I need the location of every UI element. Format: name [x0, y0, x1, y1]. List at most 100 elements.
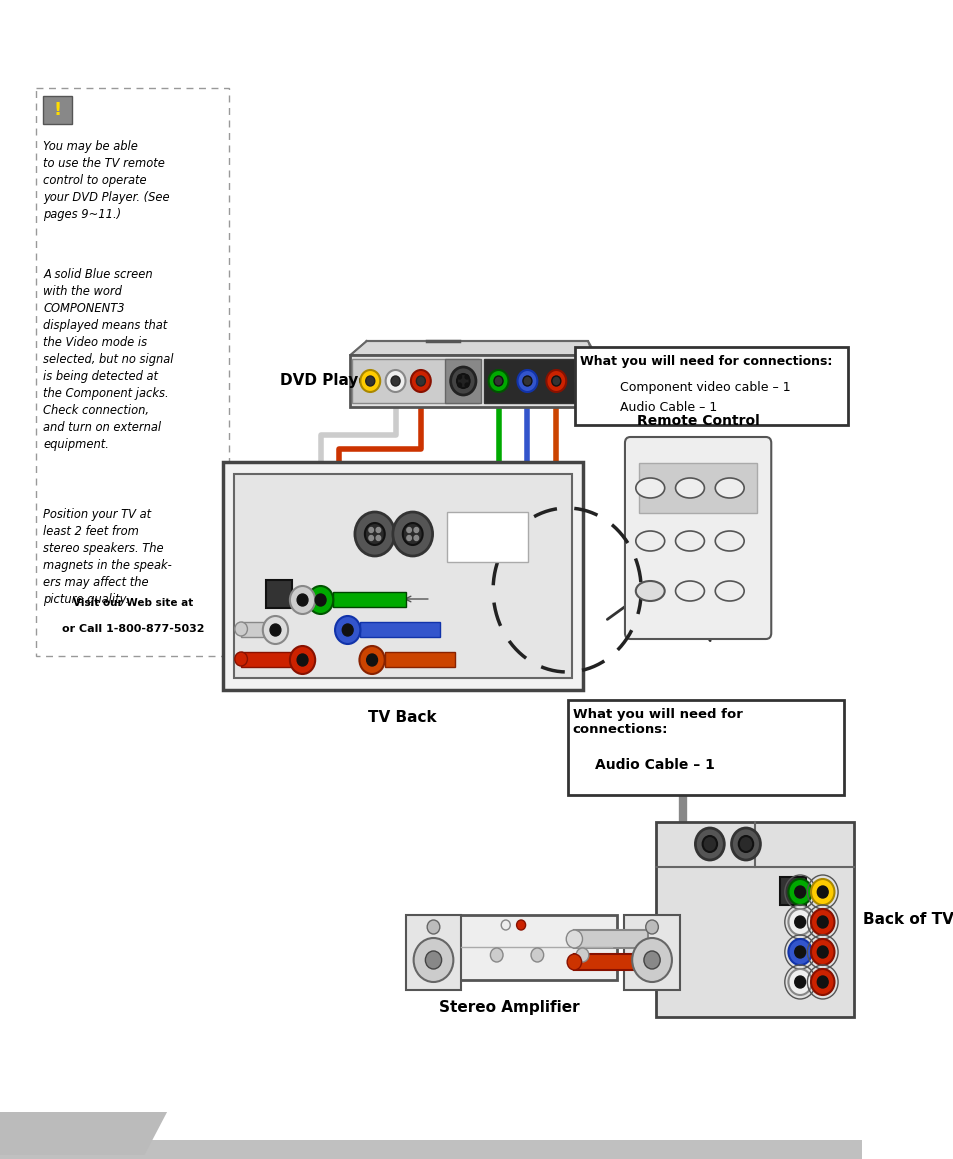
Circle shape — [787, 969, 811, 994]
Bar — [333, 592, 405, 607]
Text: DVD Player: DVD Player — [279, 373, 375, 388]
Circle shape — [632, 938, 671, 982]
Circle shape — [425, 952, 441, 969]
Circle shape — [385, 370, 405, 392]
Circle shape — [375, 535, 380, 540]
Circle shape — [406, 535, 411, 540]
Bar — [639, 462, 756, 513]
Circle shape — [314, 595, 326, 606]
Bar — [623, 914, 679, 990]
Circle shape — [427, 920, 439, 934]
Ellipse shape — [635, 581, 664, 602]
Ellipse shape — [715, 581, 743, 602]
Bar — [574, 930, 648, 948]
Circle shape — [365, 376, 375, 386]
Circle shape — [450, 367, 476, 395]
Circle shape — [369, 535, 373, 540]
Circle shape — [414, 938, 453, 982]
Circle shape — [335, 615, 360, 644]
Text: or Call 1-800-877-5032: or Call 1-800-877-5032 — [61, 624, 204, 634]
Circle shape — [359, 646, 384, 675]
Bar — [43, 96, 72, 124]
Ellipse shape — [635, 531, 664, 551]
Circle shape — [546, 370, 566, 392]
Bar — [241, 622, 275, 637]
Bar — [575, 347, 847, 425]
Circle shape — [234, 653, 247, 666]
Circle shape — [465, 376, 468, 379]
Circle shape — [731, 828, 760, 860]
Circle shape — [262, 615, 288, 644]
Ellipse shape — [715, 531, 743, 551]
Text: A solid Blue screen
with the word
COMPONENT3
displayed means that
the Video mode: A solid Blue screen with the word COMPON… — [43, 268, 173, 451]
Bar — [574, 954, 648, 970]
Circle shape — [787, 939, 811, 965]
Circle shape — [817, 885, 827, 898]
Circle shape — [296, 595, 308, 606]
Text: Component video cable – 1: Component video cable – 1 — [619, 381, 790, 394]
Bar — [266, 580, 292, 608]
Circle shape — [391, 376, 399, 386]
Bar — [405, 914, 461, 990]
Circle shape — [290, 586, 314, 614]
Bar — [780, 877, 804, 905]
Circle shape — [270, 624, 280, 636]
Circle shape — [369, 527, 373, 532]
Ellipse shape — [635, 478, 664, 498]
Circle shape — [456, 374, 469, 388]
Circle shape — [643, 952, 659, 969]
Circle shape — [575, 376, 583, 386]
Ellipse shape — [675, 581, 703, 602]
Circle shape — [516, 920, 525, 930]
Circle shape — [308, 586, 333, 614]
Circle shape — [567, 954, 581, 970]
Circle shape — [551, 376, 560, 386]
Circle shape — [488, 370, 508, 392]
Text: !: ! — [53, 101, 62, 119]
Circle shape — [817, 976, 827, 987]
Bar — [483, 359, 584, 403]
Circle shape — [296, 654, 308, 666]
Bar — [360, 622, 439, 637]
Text: Remote Control: Remote Control — [636, 414, 759, 428]
Circle shape — [411, 370, 431, 392]
Circle shape — [787, 879, 811, 905]
Circle shape — [566, 930, 582, 948]
Bar — [384, 653, 455, 666]
Bar — [241, 653, 301, 666]
Circle shape — [290, 646, 314, 675]
Bar — [445, 359, 481, 403]
Bar — [0, 1140, 861, 1159]
Circle shape — [416, 376, 425, 386]
Circle shape — [366, 654, 377, 666]
Circle shape — [810, 909, 834, 935]
Circle shape — [494, 376, 502, 386]
Circle shape — [787, 909, 811, 935]
Circle shape — [342, 624, 353, 636]
Circle shape — [810, 939, 834, 965]
Circle shape — [414, 527, 418, 532]
Bar — [223, 462, 582, 690]
Circle shape — [500, 920, 510, 930]
Circle shape — [355, 512, 395, 556]
Bar — [352, 359, 478, 403]
Circle shape — [457, 376, 461, 379]
Ellipse shape — [715, 478, 743, 498]
Circle shape — [406, 527, 411, 532]
Circle shape — [522, 376, 532, 386]
Text: You may be able
to use the TV remote
control to operate
your DVD Player. (See
pa: You may be able to use the TV remote con… — [43, 140, 170, 221]
Circle shape — [645, 920, 658, 934]
Ellipse shape — [675, 478, 703, 498]
Text: Audio Cable – 1: Audio Cable – 1 — [619, 401, 717, 414]
Circle shape — [465, 382, 468, 387]
Text: Audio Cable – 1: Audio Cable – 1 — [595, 758, 715, 772]
Circle shape — [457, 382, 461, 387]
Polygon shape — [0, 1111, 167, 1156]
Circle shape — [364, 523, 384, 545]
Text: What you will need for
connections:: What you will need for connections: — [572, 708, 741, 736]
Circle shape — [576, 948, 588, 962]
Bar — [447, 512, 528, 562]
Circle shape — [794, 885, 804, 898]
Bar — [233, 474, 571, 678]
Circle shape — [393, 512, 432, 556]
